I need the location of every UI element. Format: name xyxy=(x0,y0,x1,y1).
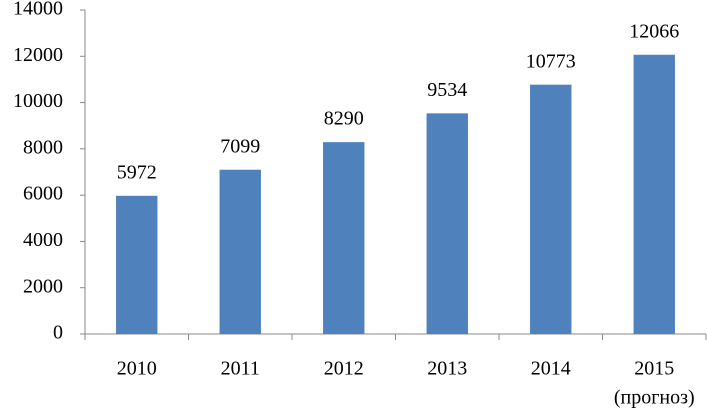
y-tick-label: 6000 xyxy=(23,183,63,205)
data-label: 10773 xyxy=(526,50,576,72)
y-tick-label: 14000 xyxy=(13,0,63,20)
bar xyxy=(530,84,572,334)
x-tick-label: 2011 xyxy=(221,358,260,380)
data-label: 8290 xyxy=(324,108,364,130)
bar xyxy=(323,142,365,334)
y-tick-label: 10000 xyxy=(13,90,63,112)
x-tick-label: 2015 xyxy=(634,358,674,380)
data-label: 5972 xyxy=(117,161,157,183)
y-tick-label: 2000 xyxy=(23,275,63,297)
x-tick-label: 2012 xyxy=(324,358,364,380)
bar xyxy=(219,169,261,334)
bar xyxy=(426,113,468,334)
data-label: 7099 xyxy=(220,135,260,157)
y-tick-label: 12000 xyxy=(13,44,63,66)
data-label: 12066 xyxy=(629,20,679,42)
y-tick-label: 0 xyxy=(53,322,63,344)
x-tick-label: 2010 xyxy=(117,358,157,380)
y-tick-label: 8000 xyxy=(23,136,63,158)
data-label: 9534 xyxy=(427,79,467,101)
x-tick-label: 2013 xyxy=(427,358,467,380)
x-tick-label: 2014 xyxy=(531,358,571,380)
bar xyxy=(633,54,675,334)
bar xyxy=(116,195,158,334)
annotation: (прогноз) xyxy=(614,387,695,409)
y-tick-label: 4000 xyxy=(23,229,63,251)
